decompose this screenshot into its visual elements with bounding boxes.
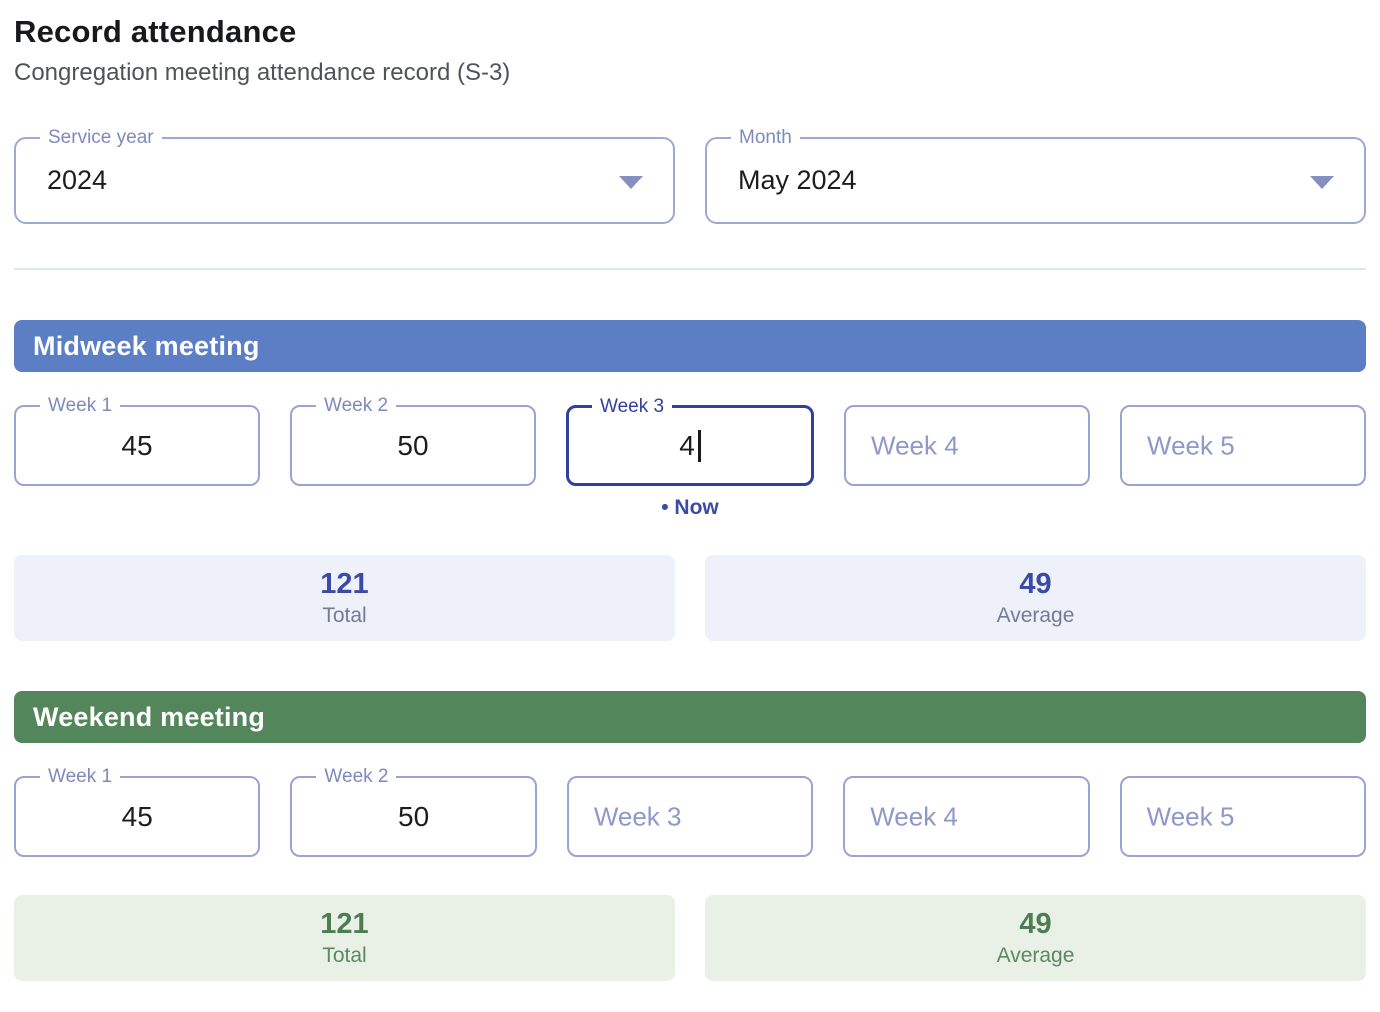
midweek-average-value: 49 <box>1019 568 1052 600</box>
weekend-week-2-input[interactable]: Week 2 50 <box>290 766 537 857</box>
weekend-section-title: Weekend meeting <box>33 701 266 732</box>
weekend-total-label: Total <box>322 944 367 967</box>
week-5-placeholder: Week 5 <box>1146 801 1235 831</box>
month-label: Month <box>731 127 800 149</box>
chevron-down-icon <box>619 175 643 189</box>
weekend-week-4-input[interactable]: Week 4 <box>843 776 1090 857</box>
week-2-label: Week 2 <box>316 395 397 417</box>
week-3-label: Week 3 <box>592 396 673 418</box>
week-4-placeholder: Week 4 <box>871 430 959 460</box>
midweek-total-value: 121 <box>320 568 369 600</box>
midweek-average-card: 49 Average <box>705 555 1366 641</box>
weekend-week-3-input[interactable]: Week 3 <box>566 776 814 857</box>
text-cursor <box>697 429 701 462</box>
midweek-weeks-row: Week 1 45 Week 2 50 Week 3 4 • Now Week … <box>14 395 1366 519</box>
midweek-section-header: Midweek meeting <box>14 320 1366 372</box>
week-1-label: Week 1 <box>40 766 121 788</box>
filters-row: Service year 2024 Month May 2024 <box>14 127 1366 224</box>
week-1-label: Week 1 <box>40 395 121 417</box>
midweek-week-2-input[interactable]: Week 2 50 <box>290 395 536 486</box>
midweek-week-4-input[interactable]: Week 4 <box>844 405 1090 486</box>
service-year-label: Service year <box>40 127 162 149</box>
weekend-week-5-input[interactable]: Week 5 <box>1119 776 1367 857</box>
weekend-total-value: 121 <box>320 908 369 940</box>
weekend-week-1-input[interactable]: Week 1 45 <box>14 766 261 857</box>
month-select[interactable]: Month May 2024 <box>705 127 1366 224</box>
section-divider <box>14 268 1366 270</box>
week-1-value: 45 <box>121 429 153 461</box>
weekend-average-label: Average <box>996 944 1075 967</box>
weekend-weeks-row: Week 1 45 Week 2 50 Week 3 Week 4 Week 5 <box>14 766 1367 857</box>
midweek-week-3-input[interactable]: Week 3 4 • Now <box>566 396 814 519</box>
weekend-average-card: 49 Average <box>705 895 1366 981</box>
page-title: Record attendance <box>14 14 297 49</box>
midweek-total-label: Total <box>322 604 367 627</box>
week-2-label: Week 2 <box>316 766 397 788</box>
week-2-value: 50 <box>398 800 430 832</box>
page-subtitle: Congregation meeting attendance record (… <box>14 59 511 86</box>
week-4-placeholder: Week 4 <box>870 801 958 831</box>
week-2-value: 50 <box>397 429 429 461</box>
service-year-select[interactable]: Service year 2024 <box>14 127 675 224</box>
chevron-down-icon <box>1310 175 1334 189</box>
midweek-section-title: Midweek meeting <box>33 330 260 361</box>
weekend-total-card: 121 Total <box>14 895 675 981</box>
now-hint: • Now <box>661 496 719 519</box>
midweek-average-label: Average <box>996 604 1075 627</box>
midweek-summary-row: 121 Total 49 Average <box>14 555 1366 641</box>
week-1-value: 45 <box>121 800 153 832</box>
month-value: May 2024 <box>738 165 857 195</box>
midweek-total-card: 121 Total <box>14 555 675 641</box>
weekend-section-header: Weekend meeting <box>14 691 1366 743</box>
midweek-week-1-input[interactable]: Week 1 45 <box>14 395 260 486</box>
service-year-value: 2024 <box>47 165 108 195</box>
midweek-week-5-input[interactable]: Week 5 <box>1120 405 1366 486</box>
record-attendance-page: Record attendance Congregation meeting a… <box>14 14 1367 981</box>
week-3-value: 4 <box>679 429 695 461</box>
week-5-placeholder: Week 5 <box>1147 430 1235 460</box>
week-3-placeholder: Week 3 <box>593 801 682 831</box>
weekend-summary-row: 121 Total 49 Average <box>14 895 1366 981</box>
weekend-average-value: 49 <box>1019 908 1052 940</box>
